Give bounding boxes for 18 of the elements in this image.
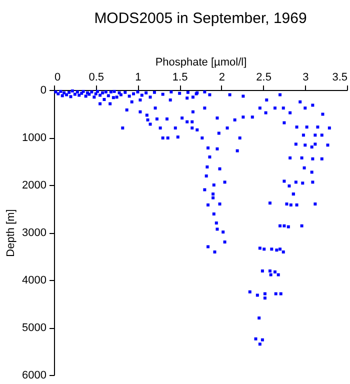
x-tick-label: 2.5: [256, 72, 272, 84]
x-tick-label: 1.5: [172, 72, 188, 84]
x-tick-label: 0: [54, 72, 61, 84]
y-tick-label: 5000: [22, 322, 46, 334]
y-axis-title: Depth [m]: [5, 209, 18, 257]
x-tick-label: 3.5: [332, 72, 348, 84]
y-tick-label: 4000: [22, 274, 46, 286]
y-tick-label: 0: [40, 84, 46, 96]
chart-title: MODS2005 in September, 1969: [94, 10, 307, 27]
x-axis-title: Phosphate [µmol/l]: [155, 56, 247, 68]
y-tick-label: 1000: [22, 132, 46, 144]
x-tick-label: 3: [302, 72, 309, 84]
y-tick-label: 2000: [22, 180, 46, 192]
x-tick-label: 1: [135, 72, 142, 84]
x-tick-label: 0.5: [88, 72, 104, 84]
y-tick-label: 3000: [22, 227, 46, 239]
y-tick-label: 6000: [22, 370, 46, 382]
x-tick-label: 2: [218, 72, 225, 84]
